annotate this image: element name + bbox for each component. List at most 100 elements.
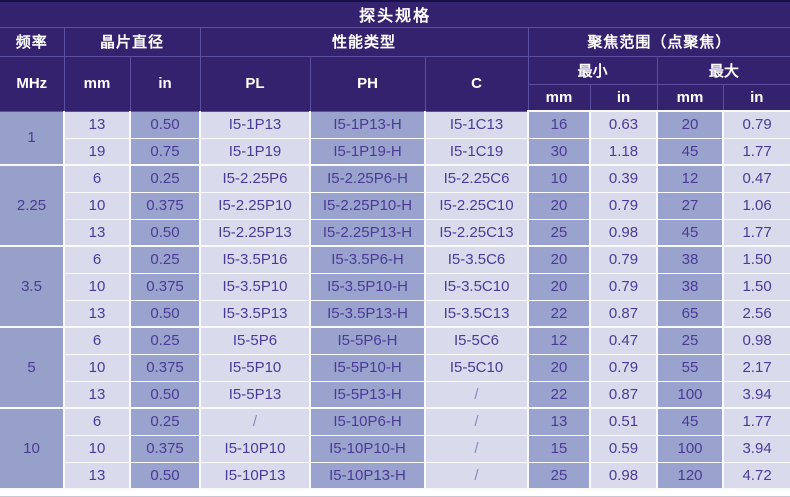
cell-pl: I5-10P10 [200,435,311,463]
cell-pl: I5-5P10 [200,354,311,382]
cell-in: 0.50 [130,381,201,409]
frequency-cell: 1 [0,111,65,166]
header-focus-range: 聚焦范围（点聚焦） [527,26,790,57]
cell-min-mm: 22 [528,381,591,409]
spec-row: 1 13 0.50 I5-1P13 I5-1P13-H I5-1C13 16 0.63 20 0.… [0,111,790,166]
header-col-ph: PH [309,55,426,112]
cell-mm: 10 [64,273,131,301]
spec-row: 10 0.375 I5-3.5P10 I5-3.5P10-H I5-3.5C10 20 0.… [0,273,790,301]
cell-in: 0.375 [130,435,201,463]
cell-max-mm: 25 [657,327,724,355]
cell-mm: 10 [64,435,131,463]
cell-mm: 19 [64,138,131,166]
spec-row: 5 6 0.25 I5-5P6 I5-5P6-H I5-5C6 12 0.47 25 0.98 [0,327,790,409]
cell-ph: I5-1P13-H [310,111,426,139]
cell-in: 0.50 [130,219,201,247]
cell-max-mm: 100 [657,435,724,463]
cell-pl: I5-2.25P10 [200,192,311,220]
cell-pl: I5-5P13 [200,381,311,409]
cell-max-in: 0.98 [723,327,790,355]
cell-ph: I5-3.5P13-H [310,300,426,328]
cell-max-mm: 45 [657,138,724,166]
cell-c: I5-3.5C13 [425,300,529,328]
cell-pl: I5-5P6 [200,327,311,355]
cell-mm: 6 [64,246,131,274]
cell-ph: I5-10P13-H [310,462,426,490]
cell-max-mm: 120 [657,462,724,490]
cell-max-mm: 20 [657,111,724,139]
spec-row: 13 0.50 I5-3.5P13 I5-3.5P13-H I5-3.5C13 22 0.8… [0,300,790,328]
cell-min-in: 0.98 [590,462,658,490]
cell-c: I5-1C13 [425,111,529,139]
cell-min-in: 0.79 [590,354,658,382]
cell-pl: I5-1P13 [200,111,311,139]
spec-row: 19 0.75 I5-1P19 I5-1P19-H I5-1C19 30 1.18 45 1.7… [0,138,790,166]
cell-min-in: 0.59 [590,435,658,463]
cell-ph: I5-5P10-H [310,354,426,382]
cell-min-mm: 20 [528,273,591,301]
frequency-cell: 5 [0,327,65,409]
cell-min-mm: 30 [528,138,591,166]
cell-in: 0.25 [130,165,201,193]
cell-min-in: 0.87 [590,300,658,328]
cell-min-in: 0.51 [590,408,658,436]
cell-pl: I5-10P13 [200,462,311,490]
cell-c: I5-3.5C6 [425,246,529,274]
spec-row: 10 6 0.25/I5-10P6-H/13 0.51 45 1.77 [0,408,790,490]
cell-c: I5-5C10 [425,354,529,382]
cell-max-mm: 38 [657,246,724,274]
cell-c: I5-2.25C6 [425,165,529,193]
cell-max-in: 2.17 [723,354,790,382]
cell-max-mm: 12 [657,165,724,193]
cell-in: 0.50 [130,462,201,490]
frequency-cell: 10 [0,408,65,490]
cell-pl: I5-3.5P13 [200,300,311,328]
group-header-row: 频率 晶片直径 性能类型 聚焦范围（点聚焦） [0,26,790,57]
cell-min-in: 0.87 [590,381,658,409]
cell-in: 0.75 [130,138,201,166]
cell-mm: 13 [64,111,131,139]
header-max-mm: mm [656,83,724,112]
spec-row: 13 0.50 I5-10P13 I5-10P13-H/25 0.98 120 4.72 [0,462,790,490]
cell-ph: I5-1P19-H [310,138,426,166]
cell-pl: I5-2.25P13 [200,219,311,247]
cell-min-mm: 10 [528,165,591,193]
table-title: 探头规格 [0,2,790,28]
cell-ph: I5-2.25P10-H [310,192,426,220]
cell-max-mm: 45 [657,219,724,247]
frequency-cell: 2.25 [0,165,65,247]
cell-max-in: 0.79 [723,111,790,139]
cell-in: 0.50 [130,300,201,328]
cell-min-mm: 25 [528,462,591,490]
cell-in: 0.25 [130,408,201,436]
cell-max-mm: 100 [657,381,724,409]
cell-in: 0.50 [130,111,201,139]
cell-c: I5-1C19 [425,138,529,166]
cell-in: 0.25 [130,327,201,355]
cell-max-in: 1.06 [723,192,790,220]
cell-ph: I5-2.25P13-H [310,219,426,247]
frequency-cell: 3.5 [0,246,65,328]
cell-ph: I5-3.5P10-H [310,273,426,301]
cell-c: I5-5C6 [425,327,529,355]
cell-min-mm: 20 [528,192,591,220]
cell-min-mm: 22 [528,300,591,328]
cell-min-mm: 25 [528,219,591,247]
cell-in: 0.25 [130,246,201,274]
cell-mm: 13 [64,300,131,328]
spec-table-body: 1 13 0.50 I5-1P13 I5-1P13-H I5-1C13 16 0.63 20 0.… [0,111,790,490]
cell-in: 0.375 [130,354,201,382]
cell-ph: I5-3.5P6-H [310,246,426,274]
cell-ph: I5-10P6-H [310,408,426,436]
cell-min-in: 1.18 [590,138,658,166]
cell-ph: I5-5P13-H [310,381,426,409]
cell-max-mm: 55 [657,354,724,382]
cell-in: 0.375 [130,273,201,301]
spec-row: 2.25 6 0.25 I5-2.25P6 I5-2.25P6-H I5-2.25C6 10… [0,165,790,247]
unit-header-row: mm in mm in [0,83,790,112]
header-unit-mhz: MHz [0,55,65,112]
header-min: 最小 [527,55,658,85]
cell-max-in: 1.77 [723,138,790,166]
cell-pl: I5-1P19 [200,138,311,166]
